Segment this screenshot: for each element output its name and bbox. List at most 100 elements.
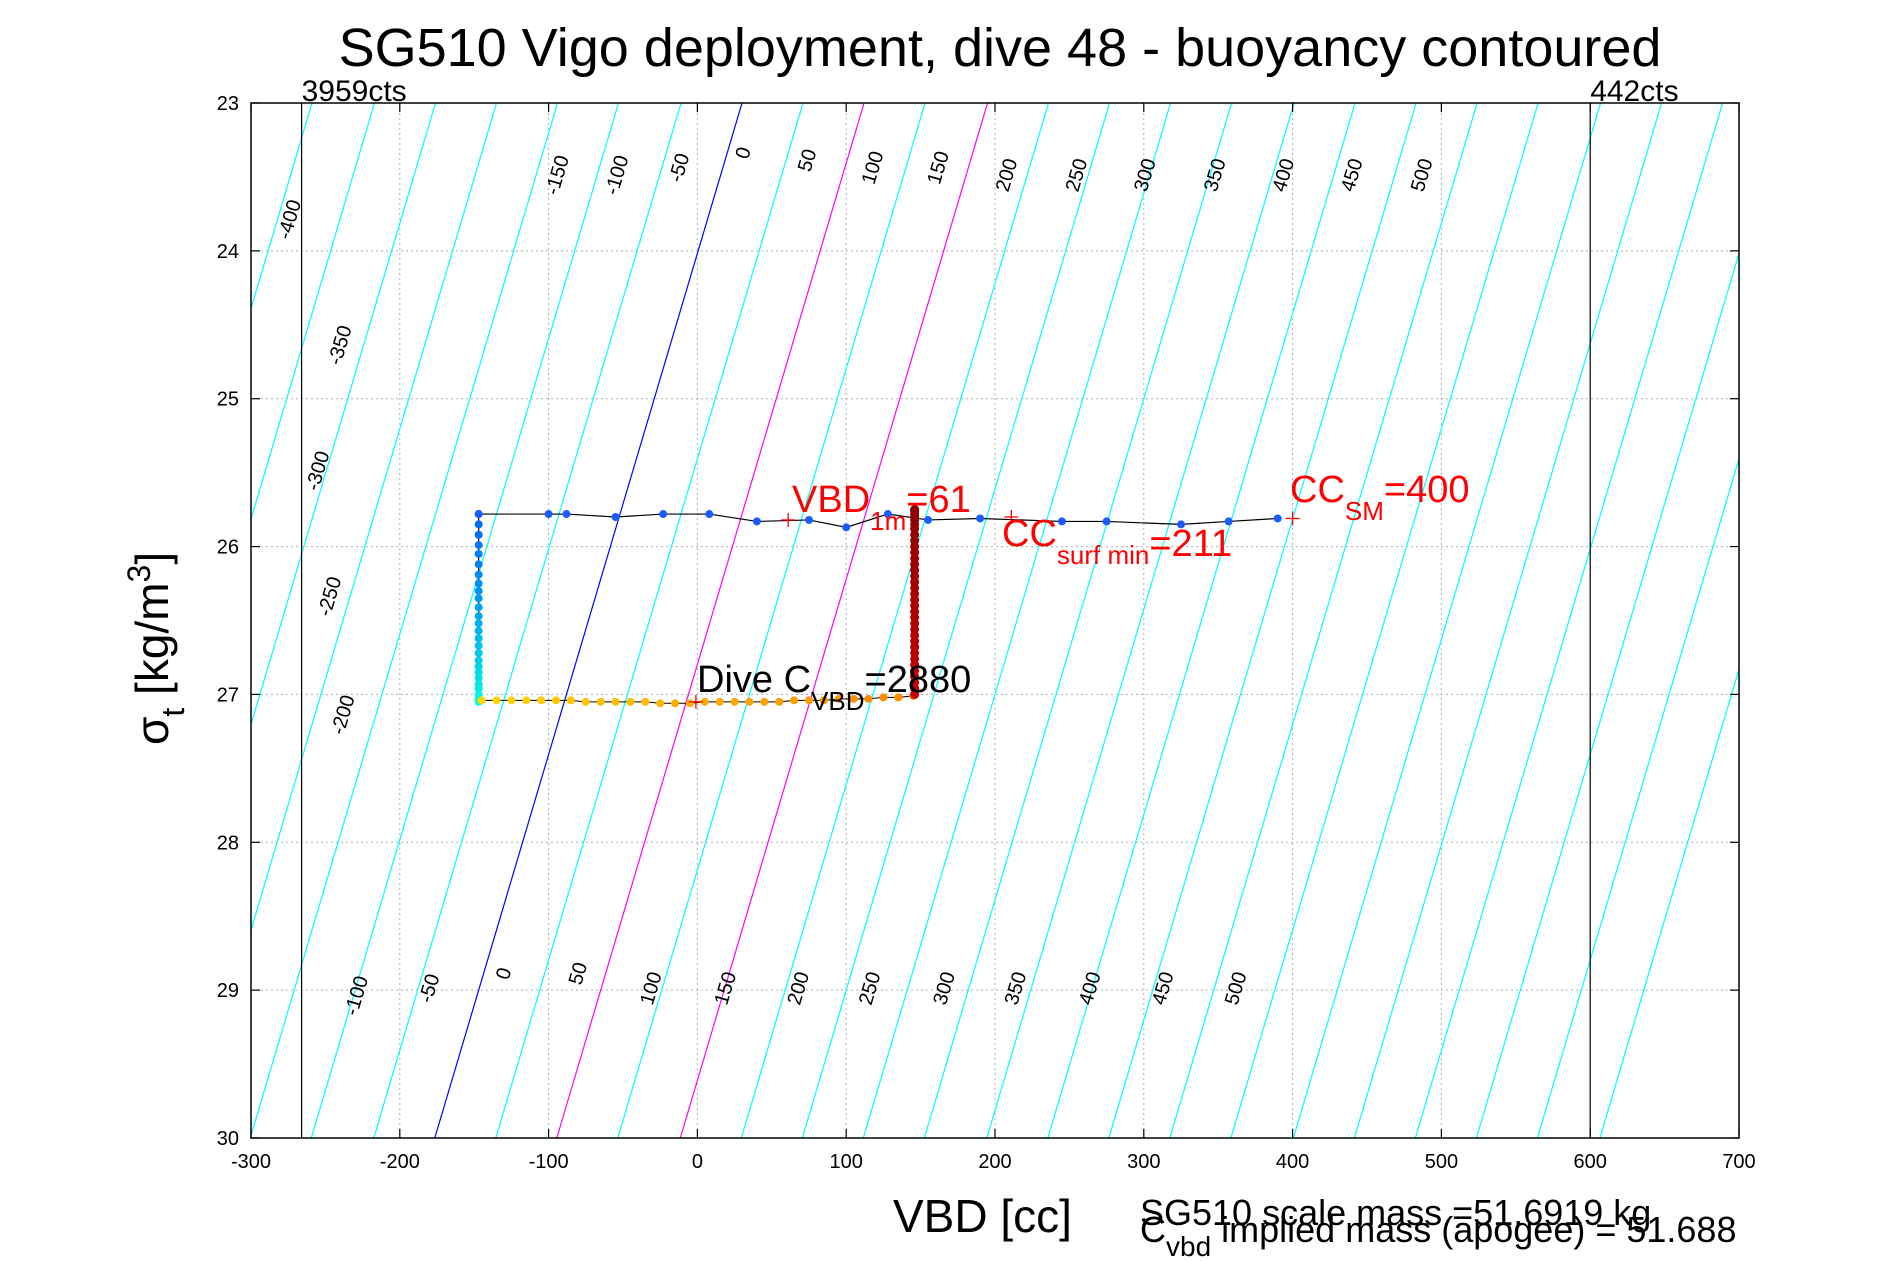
contour-line [1414, 103, 1724, 1138]
y-tick-label: 28 [217, 832, 239, 854]
contour-line [986, 103, 1295, 1138]
y-axis-label: σt [kg/m3] [121, 552, 191, 745]
bottom-point [685, 699, 694, 708]
surface-point [474, 510, 483, 519]
axis-ticks: -300 -200 -100 0 100 200 300 400 500 600 700 23 24 25… [217, 93, 1756, 1173]
contour-line [679, 103, 989, 1138]
descent-point [474, 530, 483, 539]
bottom-point [537, 696, 546, 705]
contour-line [251, 103, 376, 522]
bottom-point [775, 697, 784, 706]
descent-point [474, 649, 483, 658]
bottom-point [715, 697, 724, 706]
surface-point [1057, 517, 1066, 526]
y-tick-label: 25 [217, 389, 239, 411]
bottom-point [700, 697, 709, 706]
contour-line [1169, 103, 1478, 1138]
x-tick-label: -300 [231, 1151, 271, 1173]
descent-point [474, 634, 483, 643]
contour-line [862, 103, 1172, 1138]
bottom-point [626, 697, 635, 706]
x-tick-label: 300 [1127, 1151, 1160, 1173]
contour-line [310, 103, 620, 1138]
descent-point [474, 619, 483, 628]
surface-point [883, 510, 892, 519]
bottom-point [522, 696, 531, 705]
surface-point [611, 513, 620, 521]
bottom-point [581, 697, 590, 706]
cc-sm-label: CCSM=400 [1290, 469, 1469, 526]
contour-line [801, 103, 1111, 1138]
bottom-point [819, 696, 828, 705]
bottom-point [745, 697, 754, 706]
surface-point [1102, 517, 1111, 526]
bottom-point [596, 697, 605, 706]
surface-point [805, 515, 813, 524]
contour-line [923, 103, 1233, 1138]
contour-line [1353, 103, 1663, 1138]
y-tick-label: 30 [217, 1128, 239, 1150]
surface-point [924, 515, 933, 524]
contour-line [434, 103, 743, 1138]
bottom-point [790, 696, 799, 705]
descent-point [474, 603, 483, 612]
bottom-point [805, 696, 813, 705]
bottom-point [864, 694, 873, 703]
bottom-point [507, 696, 516, 705]
contour-line [740, 103, 1050, 1138]
bottom-point [552, 696, 561, 705]
bottom-point [641, 697, 650, 706]
bottom-point [760, 697, 769, 706]
cc-surf-min-label: CCsurf min=211 [1002, 513, 1232, 570]
descent-point [474, 626, 483, 635]
y-tick-label: 24 [217, 241, 239, 263]
contour-line [1230, 103, 1539, 1138]
surface-point [1224, 517, 1233, 526]
descent-point [474, 579, 483, 588]
descent-point [474, 674, 483, 683]
bottom-point [730, 697, 739, 706]
surface-point [562, 510, 571, 519]
surface-point [659, 510, 668, 519]
contour-line [251, 103, 498, 933]
descent-point [474, 684, 483, 693]
contour-line [1047, 103, 1356, 1138]
x-tick-label: 200 [978, 1151, 1011, 1173]
y-tick-label: 23 [217, 93, 239, 115]
x-tick-label: 600 [1574, 1151, 1607, 1173]
bottom-point [849, 694, 858, 703]
chart-title: SG510 Vigo deployment, dive 48 - buoyanc… [339, 18, 1662, 78]
y-tick-label: 27 [217, 684, 239, 706]
bottom-point [879, 693, 888, 702]
descent-point [474, 594, 483, 603]
bottom-point [566, 696, 575, 705]
x-tick-label: 100 [830, 1151, 863, 1173]
surface-point [1273, 514, 1282, 523]
descent-point [474, 641, 483, 650]
x-axis-label: VBD [cc] [893, 1190, 1072, 1242]
surface-point [976, 514, 985, 523]
contour-line [251, 103, 437, 727]
contour-line [1536, 456, 1739, 1138]
contour-line [495, 103, 804, 1138]
descent-point [474, 560, 483, 569]
bottom-point [477, 696, 486, 705]
implied-mass-text: Cvbd implied mass (apogee) = 51.688 [1140, 1209, 1736, 1262]
descent-point [474, 549, 483, 558]
descent-point [474, 541, 483, 550]
surface-point [1177, 520, 1185, 529]
vbd-1m-label: VBD1m=61 [792, 479, 971, 536]
scale-mass-text: SG510 scale mass =51.6919 kg [1140, 1192, 1651, 1233]
contour-line [1292, 103, 1602, 1138]
bottom-point [492, 696, 501, 705]
contour-line [251, 103, 313, 311]
bottom-point [656, 699, 665, 708]
bottom-point [671, 699, 680, 708]
descent-point [474, 612, 483, 621]
dive-cvbd-label: Dive CVBD=2880 [697, 659, 971, 716]
contour-line [1108, 103, 1417, 1138]
x-tick-label: 500 [1425, 1151, 1458, 1173]
bottom-point [611, 697, 620, 706]
